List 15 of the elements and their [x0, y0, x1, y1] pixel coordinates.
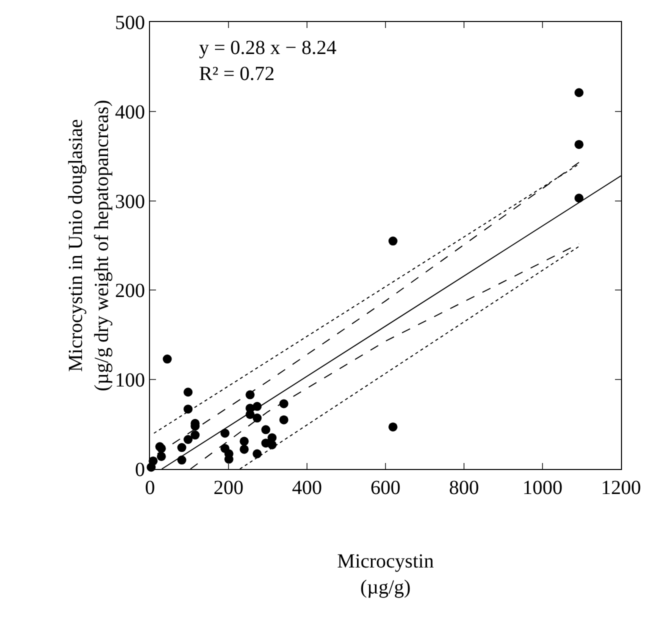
y-axis-title: Microcystin in Unio douglasiae (µg/g dry weight of hepatopancreas)	[65, 100, 113, 392]
y-tick-label: 300	[115, 190, 145, 213]
y-tick-label: 0	[135, 459, 145, 481]
x-tick-label: 200	[214, 477, 244, 499]
x-tick-label: 800	[449, 477, 479, 499]
y-tick-label: 100	[115, 370, 145, 392]
y-tick-label: 500	[115, 12, 145, 34]
x-tick-label: 400	[292, 477, 322, 499]
x-tick-label: 600	[370, 477, 400, 499]
y-tick-label: 200	[115, 280, 145, 302]
annotation: y = 0.28 x − 8.24 R² = 0.72	[199, 37, 337, 85]
x-axis-title: Microcystin (µg/g)	[337, 550, 434, 598]
y-tick-label: 400	[115, 101, 145, 124]
x-tick-label: 1200	[601, 477, 641, 499]
x-tick-label: 1000	[522, 477, 562, 499]
